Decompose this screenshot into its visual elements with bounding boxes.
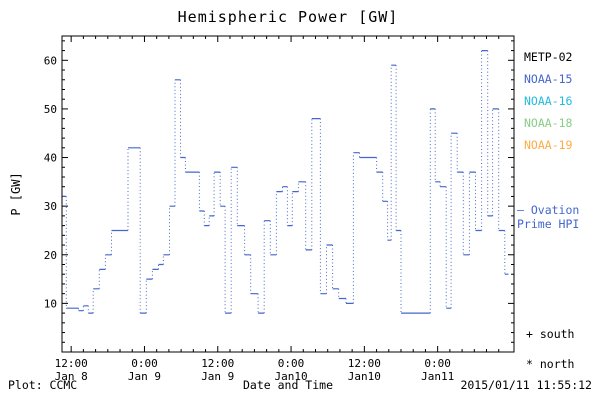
chart-title: Hemispheric Power [GW] bbox=[177, 8, 399, 26]
svg-text:60: 60 bbox=[44, 54, 57, 67]
svg-text:0:00: 0:00 bbox=[424, 357, 451, 370]
svg-text:Jan 9: Jan 9 bbox=[201, 370, 234, 383]
svg-text:12:00: 12:00 bbox=[55, 357, 88, 370]
north-marker-label: * north bbox=[526, 357, 575, 371]
svg-text:Jan 8: Jan 8 bbox=[55, 370, 88, 383]
svg-text:0:00: 0:00 bbox=[131, 357, 158, 370]
svg-text:12:00: 12:00 bbox=[201, 357, 234, 370]
legend-item-noaa-18: NOAA-18 bbox=[524, 116, 573, 130]
ovation-line2: Prime HPI bbox=[517, 217, 580, 231]
legend-item-metp-02: METP-02 bbox=[524, 50, 573, 64]
plot-timestamp: 2015/01/11 11:55:12 bbox=[460, 378, 592, 392]
plot-credit: Plot: CCMC bbox=[8, 378, 78, 392]
svg-text:Jan10: Jan10 bbox=[274, 370, 307, 383]
svg-text:10: 10 bbox=[44, 297, 57, 310]
ovation-series-label: – Ovation Prime HPI bbox=[517, 203, 579, 231]
svg-text:30: 30 bbox=[44, 200, 57, 213]
svg-text:0:00: 0:00 bbox=[278, 357, 305, 370]
svg-text:20: 20 bbox=[44, 249, 57, 262]
svg-text:Jan10: Jan10 bbox=[348, 370, 381, 383]
svg-text:Jan11: Jan11 bbox=[421, 370, 454, 383]
ovation-line1: – Ovation bbox=[517, 203, 580, 217]
legend-item-noaa-19: NOAA-19 bbox=[524, 138, 573, 152]
svg-text:Jan 9: Jan 9 bbox=[128, 370, 161, 383]
svg-text:50: 50 bbox=[44, 103, 57, 116]
svg-text:40: 40 bbox=[44, 152, 57, 165]
legend-item-noaa-16: NOAA-16 bbox=[524, 94, 573, 108]
legend-item-noaa-15: NOAA-15 bbox=[524, 72, 573, 86]
satellite-legend: METP-02 NOAA-15 NOAA-16 NOAA-18 NOAA-19 bbox=[524, 46, 572, 156]
x-axis-label: Date and Time bbox=[242, 378, 333, 392]
south-marker-label: + south bbox=[526, 327, 575, 341]
svg-text:12:00: 12:00 bbox=[348, 357, 381, 370]
